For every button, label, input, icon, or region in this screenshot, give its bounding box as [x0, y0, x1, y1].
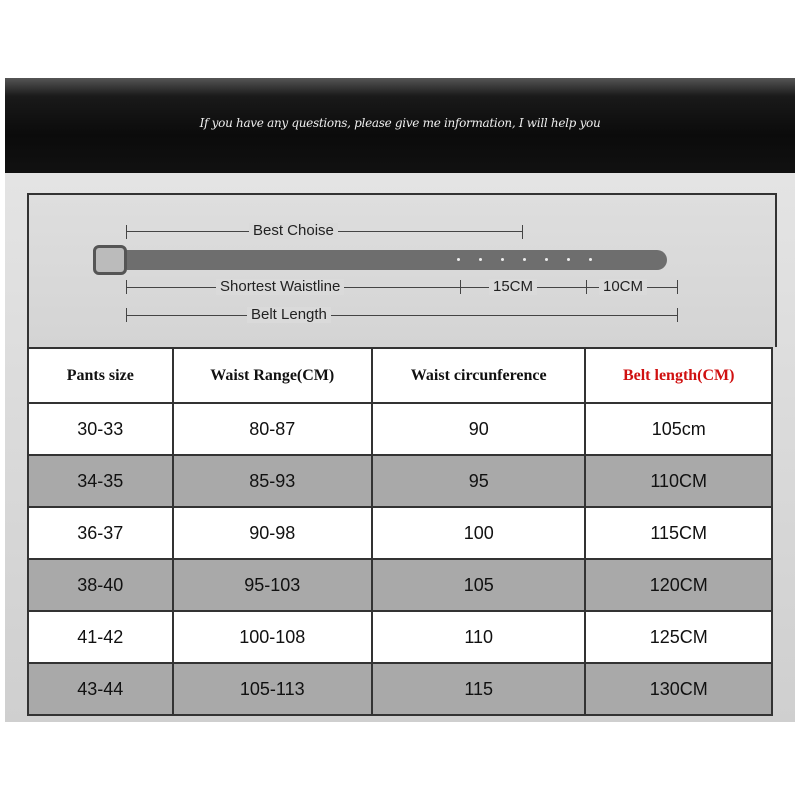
best-choice-label: Best Choise: [249, 223, 338, 239]
cell: 95: [370, 454, 587, 508]
cell: 95-103: [171, 558, 373, 612]
cell: 125CM: [584, 610, 773, 664]
table-row: 38-40 95-103 105 120CM: [27, 558, 773, 612]
table-row: 30-33 80-87 90 105cm: [27, 402, 773, 456]
banner-text: If you have any questions, please give m…: [199, 116, 601, 130]
cell: 120CM: [584, 558, 773, 612]
cell: 30-33: [27, 402, 174, 456]
belt-length-label: Belt Length: [247, 307, 331, 323]
cell: 105cm: [584, 402, 773, 456]
table-row: 34-35 85-93 95 110CM: [27, 454, 773, 508]
segment-10cm-label: 10CM: [599, 279, 648, 295]
cell: 43-44: [27, 662, 174, 716]
table-row: 41-42 100-108 110 125CM: [27, 610, 773, 664]
dimension-tick: [460, 280, 461, 294]
cell: 110CM: [584, 454, 773, 508]
belt-icon: [127, 250, 667, 270]
header-pants-size: Pants size: [27, 347, 174, 404]
cell: 41-42: [27, 610, 174, 664]
shortest-waistline-label: Shortest Waistline: [216, 279, 345, 295]
cell: 34-35: [27, 454, 174, 508]
cell: 130CM: [584, 662, 773, 716]
cell: 100-108: [171, 610, 373, 664]
dimension-tick: [522, 225, 523, 239]
belt-diagram: Best Choise Shortest Waistline 15CM 10CM…: [27, 193, 777, 347]
cell: 105-113: [171, 662, 373, 716]
dimension-line: [126, 287, 677, 288]
cell: 110: [370, 610, 587, 664]
cell: 115CM: [584, 506, 773, 560]
dimension-tick: [586, 280, 587, 294]
table-header-row: Pants size Waist Range(CM) Waist circunf…: [27, 347, 773, 404]
cell: 90: [370, 402, 587, 456]
segment-15cm-label: 15CM: [489, 279, 538, 295]
cell: 115: [370, 662, 587, 716]
size-table: Pants size Waist Range(CM) Waist circunf…: [27, 347, 773, 716]
banner: If you have any questions, please give m…: [5, 78, 795, 173]
dimension-tick: [677, 308, 678, 322]
dimension-line: [126, 315, 677, 316]
table-row: 36-37 90-98 100 115CM: [27, 506, 773, 560]
cell: 105: [370, 558, 587, 612]
cell: 38-40: [27, 558, 174, 612]
cell: 90-98: [171, 506, 373, 560]
cell: 100: [370, 506, 587, 560]
dimension-tick: [677, 280, 678, 294]
dimension-tick: [126, 225, 127, 239]
table-row: 43-44 105-113 115 130CM: [27, 662, 773, 716]
header-waist-circumference: Waist circunference: [370, 347, 587, 404]
buckle-icon: [93, 245, 127, 275]
cell: 85-93: [171, 454, 373, 508]
header-belt-length: Belt length(CM): [584, 347, 773, 404]
size-chart-image: If you have any questions, please give m…: [5, 78, 795, 722]
cell: 80-87: [171, 402, 373, 456]
cell: 36-37: [27, 506, 174, 560]
header-waist-range: Waist Range(CM): [171, 347, 373, 404]
